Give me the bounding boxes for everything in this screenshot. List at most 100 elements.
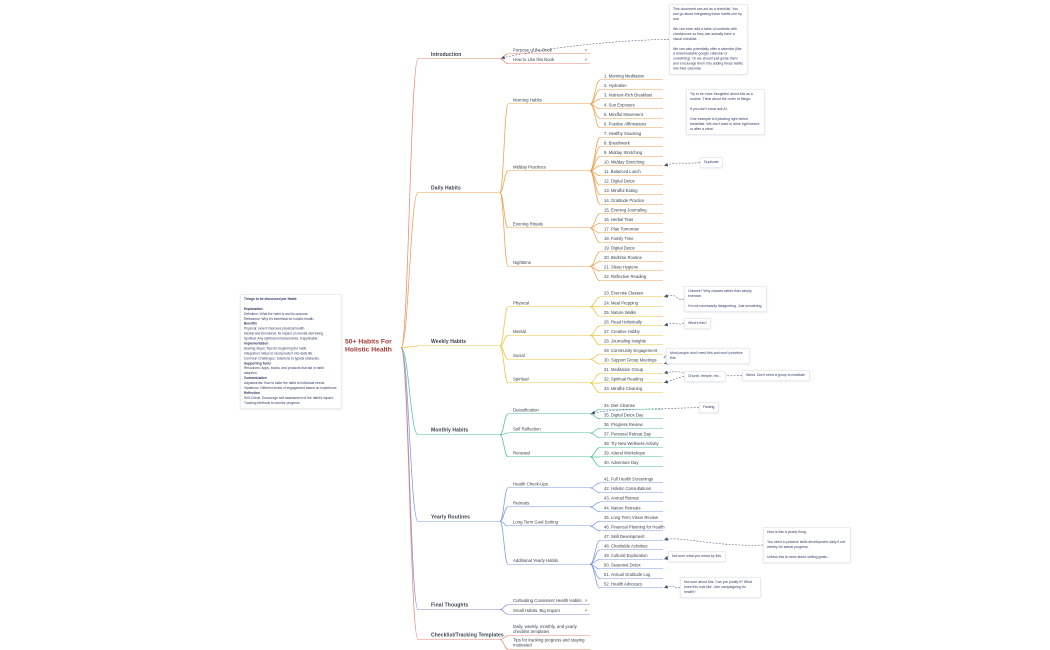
subtopic-spiritual[interactable]: Spiritual bbox=[508, 375, 590, 384]
habit-item-38-try-new-wellness-activity[interactable]: 38. Try New Wellness Activity bbox=[600, 439, 663, 448]
subtopic-detoxification[interactable]: Detoxification bbox=[508, 406, 590, 415]
subtopic-how-to-use-this-book[interactable]: How to Use this Book P bbox=[508, 56, 590, 64]
topic-final-thoughts[interactable]: Final Thoughts bbox=[418, 599, 500, 610]
habit-item-6-positive-affirmations[interactable]: 6. Positive Affirmations bbox=[600, 120, 663, 128]
habit-item-49-cultural-exploration[interactable]: 49. Cultural Exploration bbox=[600, 552, 663, 560]
habit-item-5-mindful-movement[interactable]: 5. Mindful Movement bbox=[600, 110, 663, 119]
habit-item-47-skill-development[interactable]: 47. Skill Development bbox=[600, 532, 663, 541]
note-cultural-note[interactable]: Not sure what you mean by this. bbox=[668, 551, 726, 562]
habit-item-12-digital-detox[interactable]: 12. Digital Detox bbox=[600, 177, 663, 186]
note-duplicate-note[interactable]: Duplicate bbox=[700, 157, 723, 168]
habit-item-21-sleep-hygiene[interactable]: 21. Sleep Hygiene bbox=[600, 263, 663, 272]
topic-label: 5. Mindful Movement bbox=[604, 111, 643, 117]
habit-item-34-diet-cleanse[interactable]: 34. Diet Cleanse bbox=[600, 401, 663, 410]
habit-item-28-journaling-insights[interactable]: 28. Journaling Insights bbox=[600, 337, 663, 345]
habit-item-15-evening-journaling[interactable]: 15. Evening Journaling bbox=[600, 206, 663, 214]
habit-item-3-nutrient-rich-breakfast[interactable]: 3. Nutrient-Rich Breakfast bbox=[600, 91, 663, 100]
subtopic-daily-weekly-monthly-and-yearly-checklist-templates[interactable]: Daily, weekly, monthly, and yearly check… bbox=[508, 622, 590, 636]
habit-item-42-holistic-consultations[interactable]: 42. Holistic Consultations bbox=[600, 485, 663, 493]
subtopic-renewal[interactable]: Renewal bbox=[508, 449, 590, 457]
topic-yearly-routines[interactable]: Yearly Routines bbox=[418, 511, 500, 522]
subtopic-evening-rituals[interactable]: Evening Rituals bbox=[508, 220, 590, 229]
subtopic-tips-for-tracking-progress-and-staying-motivated[interactable]: Tips for tracking progress and staying m… bbox=[508, 635, 590, 650]
note-line: Integration: Ways to incorporate it into… bbox=[244, 351, 314, 356]
habit-item-39-attend-workshops[interactable]: 39. Attend Workshops bbox=[600, 449, 663, 457]
habit-item-25-nature-walks[interactable]: 25. Nature Walks bbox=[600, 308, 663, 317]
habit-item-20-bedtime-routine[interactable]: 20. Bedtime Routine bbox=[600, 254, 663, 262]
note-church-note[interactable]: Church, temple, etc... bbox=[684, 371, 726, 382]
subtopic-physical[interactable]: Physical bbox=[508, 299, 590, 307]
habit-item-45-long-term-vision-review[interactable]: 45. Long Term Vision Review bbox=[600, 513, 663, 522]
subtopic-small-habits-big-impact[interactable]: Small Habits, Big Impact P bbox=[508, 606, 590, 615]
habit-item-29-community-engagement[interactable]: 29. Community Engagement bbox=[600, 347, 663, 355]
habit-item-31-meditation-group[interactable]: 31. Meditation Group bbox=[600, 366, 663, 374]
habit-item-37-personal-retreat-day[interactable]: 37. Personal Retreat Day bbox=[600, 430, 663, 438]
habit-item-13-mindful-eating[interactable]: 13. Mindful Eating bbox=[600, 187, 663, 195]
note-whats-this-note[interactable]: What's this? bbox=[684, 318, 711, 329]
note-yearly-note[interactable]: How is this a yearly thing. You need to … bbox=[763, 527, 851, 563]
note-routine-note[interactable]: Try to be more thoughtful about this as … bbox=[686, 89, 765, 135]
note-classes-note[interactable]: Classes? Why classes rather than simply … bbox=[684, 286, 767, 312]
habit-item-41-full-health-screenings[interactable]: 41. Full Health Screenings bbox=[600, 475, 663, 484]
topic-label: 34. Diet Cleanse bbox=[604, 402, 635, 408]
subtopic-self-reflection[interactable]: Self Reflection bbox=[508, 425, 590, 434]
central-topic[interactable]: 50+ Habits For Holistic Health bbox=[345, 338, 392, 354]
habit-item-30-support-group-meetings[interactable]: 30. Support Group Meetings bbox=[600, 356, 663, 365]
subtopic-cultivating-consistent-health-habits[interactable]: Cultivating Consistent Health Habits P bbox=[508, 597, 590, 605]
subtopic-nighttime[interactable]: Nighttime bbox=[508, 258, 590, 267]
habit-item-40-adventure-day[interactable]: 40. Adventure Day bbox=[600, 459, 663, 467]
note-support-note[interactable]: Most people don't need this and won't pr… bbox=[666, 348, 750, 364]
subtopic-social[interactable]: Social bbox=[508, 351, 590, 360]
note-meditate-note[interactable]: Weird. Don't need a group to meditate. bbox=[742, 370, 810, 381]
habit-item-32-spiritual-reading[interactable]: 32. Spiritual Reading bbox=[600, 375, 663, 384]
topic-checklist-tracking-templates[interactable]: Checklist/Tracking Templates bbox=[418, 630, 504, 640]
subtopic-mental[interactable]: Mental bbox=[508, 327, 590, 336]
subtopic-midday-practices[interactable]: Midday Practices bbox=[508, 163, 590, 171]
habit-item-19-digital-detox[interactable]: 19. Digital Detox bbox=[600, 244, 663, 252]
habit-item-17-plan-tomorrow[interactable]: 17. Plan Tomorrow bbox=[600, 225, 663, 233]
habit-item-52-health-advocacy[interactable]: 52. Health Advocacy bbox=[600, 580, 663, 589]
subtopic-additional-yearly-habits[interactable]: Additional Yearly Habits bbox=[508, 556, 590, 565]
habit-item-44-nature-retreats[interactable]: 44. Nature Retreats bbox=[600, 504, 663, 512]
topic-monthly-habits[interactable]: Monthly Habits bbox=[418, 425, 500, 435]
note-structure-note[interactable]: Things to be discussed per Habit: Explan… bbox=[240, 294, 342, 409]
subtopic-morning-habits[interactable]: Morning Habits bbox=[508, 96, 590, 104]
habit-item-27-creative-hobby[interactable]: 27. Creative Hobby bbox=[600, 327, 663, 336]
subtopic-purpose-of-the-book[interactable]: Purpose of the Book P bbox=[508, 46, 590, 54]
subtopic-health-check-ups[interactable]: Health Check-Ups bbox=[508, 480, 590, 488]
topic-label: 52. Health Advocacy bbox=[604, 581, 643, 587]
habit-item-46-financial-planning-for-health[interactable]: 46. Financial Planning for Health bbox=[600, 523, 665, 531]
habit-item-8-breathwork[interactable]: 8. Breathwork bbox=[600, 139, 663, 147]
subtopic-retreats[interactable]: Retreats bbox=[508, 499, 590, 507]
habit-item-1-morning-meditation[interactable]: 1. Morning Meditation bbox=[600, 72, 663, 81]
habit-item-50-seasonal-detox[interactable]: 50. Seasonal Detox bbox=[600, 561, 663, 570]
habit-item-48-charitable-activities[interactable]: 48. Charitable Activities bbox=[600, 542, 663, 550]
habit-item-43-annual-retreat[interactable]: 43. Annual Retreat bbox=[600, 494, 663, 503]
habit-item-7-healthy-snacking[interactable]: 7. Healthy Snacking bbox=[600, 129, 663, 138]
habit-item-33-mindful-cleaning[interactable]: 33. Mindful Cleaning bbox=[600, 385, 663, 393]
note-line: Self-Check: Encourage self-assessment of… bbox=[244, 396, 334, 400]
habit-item-10-midday-stretching[interactable]: 10. Midday Stretching bbox=[600, 158, 663, 167]
habit-item-23-exercise-classes[interactable]: 23. Exercise Classes bbox=[600, 289, 663, 298]
habit-item-4-sun-exposure[interactable]: 4. Sun Exposure bbox=[600, 101, 663, 109]
habit-item-35-digital-detox-day[interactable]: 35. Digital Detox Day bbox=[600, 411, 663, 419]
subtopic-long-term-goal-setting[interactable]: Long Term Goal Setting bbox=[508, 518, 590, 527]
topic-daily-habits[interactable]: Daily Habits bbox=[418, 182, 500, 193]
habit-item-2-hydration[interactable]: 2. Hydration bbox=[600, 82, 663, 90]
habit-item-36-progress-review[interactable]: 36. Progress Review bbox=[600, 420, 663, 429]
topic-introduction[interactable]: Introduction bbox=[418, 49, 500, 59]
note-advocacy-note[interactable]: Not sure about this. Can you justify it?… bbox=[680, 577, 761, 598]
habit-item-14-gratitude-practice[interactable]: 14. Gratitude Practice bbox=[600, 196, 663, 205]
habit-item-16-herbal-teas[interactable]: 16. Herbal Teas bbox=[600, 215, 663, 224]
note-line: Adjustments: How to tailor the habit to … bbox=[244, 381, 326, 386]
habit-item-18-family-time[interactable]: 18. Family Time bbox=[600, 234, 663, 243]
habit-item-11-balanced-lunch[interactable]: 11. Balanced Lunch bbox=[600, 168, 663, 176]
note-doc-note[interactable]: This document can act as a checklist. Yo… bbox=[669, 4, 748, 75]
habit-item-51-annual-gratitude-log[interactable]: 51. Annual Gratitude Log bbox=[600, 571, 663, 579]
habit-item-9-midday-stretching[interactable]: 9. Midday Stretching bbox=[600, 149, 663, 157]
habit-item-22-reflective-reading[interactable]: 22. Reflective Reading bbox=[600, 273, 663, 281]
topic-weekly-habits[interactable]: Weekly Habits bbox=[418, 336, 500, 347]
habit-item-26-read-holistically[interactable]: 26. Read Holistically bbox=[600, 318, 663, 326]
habit-item-24-meal-prepping[interactable]: 24. Meal Prepping bbox=[600, 299, 663, 307]
note-fasting-note[interactable]: Fasting bbox=[699, 402, 719, 413]
